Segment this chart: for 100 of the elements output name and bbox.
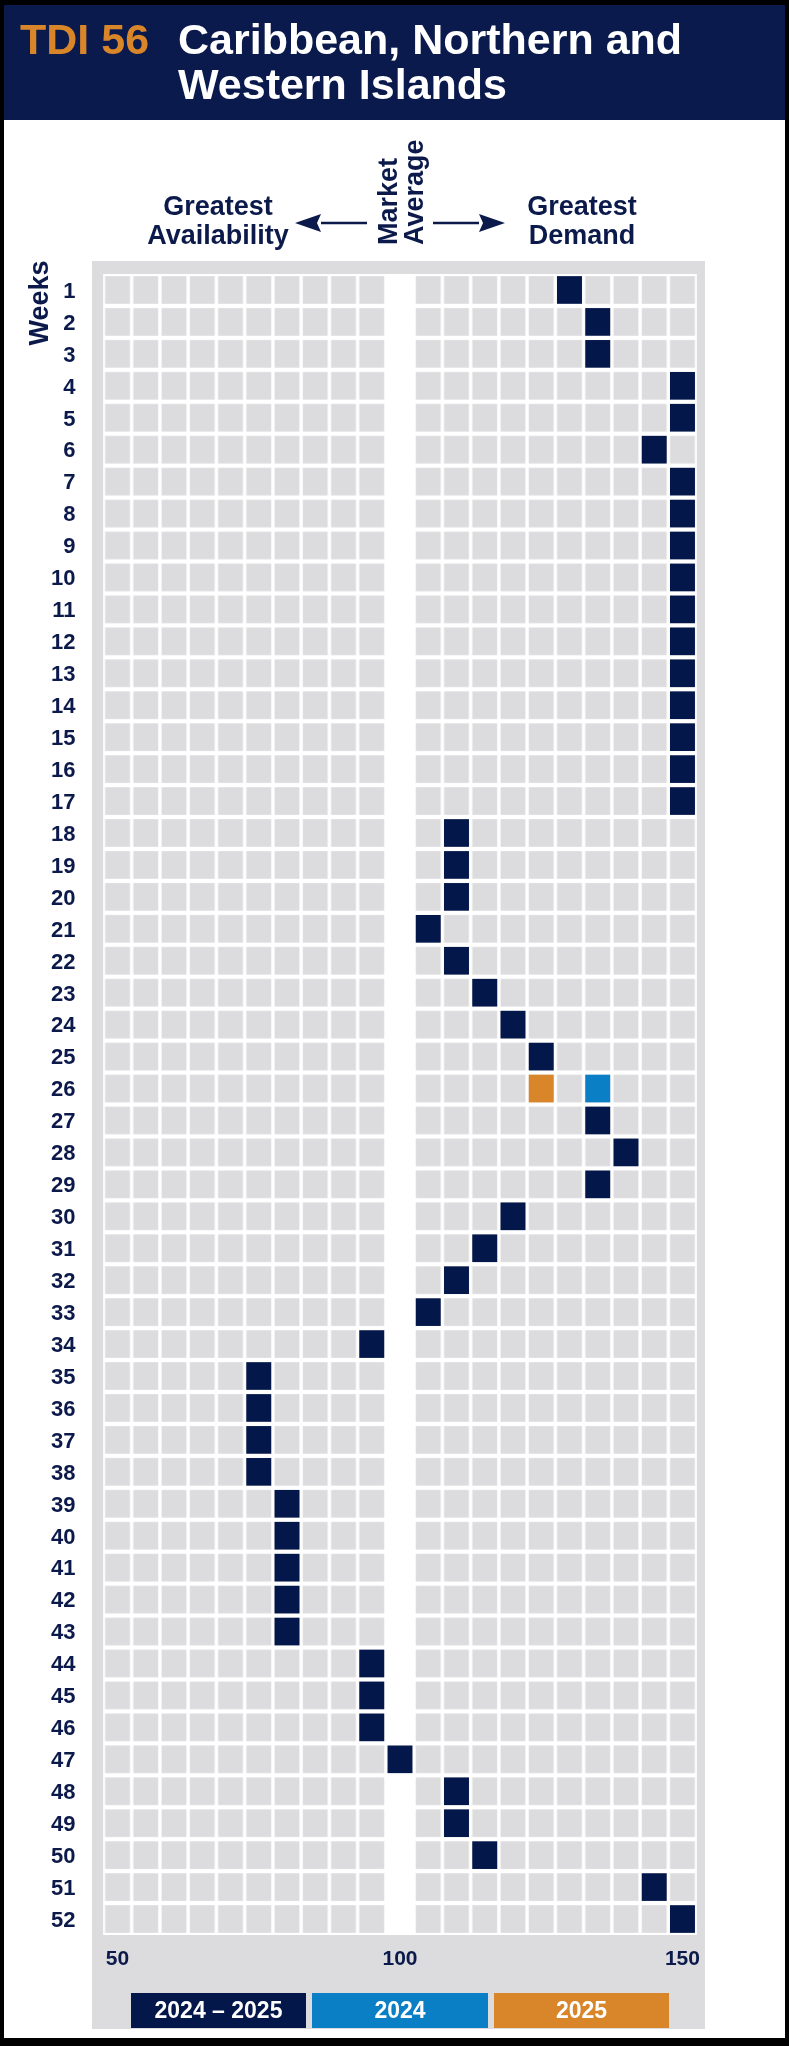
point — [246, 1426, 272, 1454]
y-tick-label: 37 — [50, 1427, 76, 1453]
y-tick-label: 1 — [63, 277, 76, 303]
y-tick-label: 11 — [52, 597, 76, 623]
y-tick-label: 10 — [50, 565, 76, 591]
point — [670, 595, 695, 624]
point — [641, 1873, 667, 1901]
point — [246, 1458, 272, 1486]
y-tick-label: 9 — [63, 533, 76, 559]
point — [444, 1809, 469, 1838]
point — [528, 1074, 554, 1103]
point — [472, 1234, 498, 1263]
text: 2024 – 2025 — [154, 1997, 283, 2024]
text: 2025 — [555, 1997, 608, 2024]
y-tick-label: 15 — [50, 724, 76, 750]
text: Market Average — [372, 139, 429, 245]
y-tick-label: 35 — [50, 1363, 76, 1389]
point — [670, 723, 695, 751]
y-tick-label: 51 — [50, 1874, 76, 1900]
point — [613, 1138, 639, 1167]
point — [670, 787, 695, 815]
point — [670, 403, 695, 432]
point — [670, 1905, 695, 1933]
point — [444, 1777, 469, 1806]
y-tick-label: 32 — [50, 1267, 76, 1293]
x-tick-label: 150 — [664, 1945, 700, 1969]
y-tick-label: 34 — [50, 1331, 77, 1357]
y-tick-label: 5 — [63, 405, 76, 431]
x-tick-label: 100 — [382, 1945, 418, 1969]
point — [415, 915, 441, 943]
point — [444, 851, 469, 879]
point — [585, 1074, 611, 1103]
y-tick-label: 16 — [50, 756, 76, 782]
point — [274, 1489, 300, 1518]
y-tick-label: 48 — [50, 1779, 76, 1805]
point — [274, 1617, 300, 1646]
y-tick-label: 42 — [50, 1587, 76, 1613]
y-tick-label: 7 — [63, 469, 76, 495]
y-tick-label: 12 — [50, 629, 76, 655]
y-tick-label: 52 — [50, 1906, 76, 1932]
point — [359, 1713, 385, 1742]
point — [670, 499, 695, 528]
y-tick-label: 36 — [50, 1395, 76, 1421]
point — [585, 308, 611, 336]
y-tick-label: 4 — [63, 373, 77, 399]
point — [444, 946, 469, 975]
point — [500, 1010, 526, 1039]
y-tick-label: 47 — [50, 1747, 76, 1773]
y-tick-label: 33 — [50, 1299, 76, 1325]
y-tick-label: 39 — [50, 1491, 76, 1517]
point — [670, 627, 695, 656]
y-tick-label: 19 — [50, 852, 76, 878]
point — [670, 531, 695, 560]
y-tick-label: 14 — [50, 693, 77, 719]
y-tick-label: 27 — [50, 1108, 76, 1134]
y-tick-label: 13 — [50, 661, 76, 687]
point — [274, 1553, 300, 1582]
text: Greatest Availability — [146, 191, 290, 250]
y-tick-label: 40 — [50, 1523, 76, 1549]
y-tick-label: 2 — [63, 309, 76, 335]
y-tick-label: 49 — [50, 1811, 76, 1837]
y-tick-label: 50 — [50, 1842, 76, 1868]
point — [444, 883, 469, 911]
point — [444, 819, 469, 847]
y-tick-label: 45 — [50, 1683, 76, 1709]
y-tick-label: 31 — [50, 1236, 76, 1262]
point — [670, 659, 695, 688]
point — [246, 1362, 272, 1390]
point — [585, 1170, 611, 1199]
y-tick-label: 8 — [63, 501, 76, 527]
point — [500, 1202, 526, 1231]
point — [359, 1649, 385, 1678]
point — [444, 1266, 469, 1294]
y-tick-label: 18 — [50, 820, 76, 846]
point — [472, 1841, 498, 1869]
point — [670, 563, 695, 592]
y-tick-label: 22 — [50, 948, 76, 974]
y-tick-label: 30 — [50, 1204, 76, 1230]
point — [359, 1681, 385, 1710]
point — [359, 1330, 385, 1358]
y-axis-title: Weeks — [24, 260, 54, 346]
point — [528, 1042, 554, 1071]
chart-subtitle: Caribbean, Northern and Western Islands — [178, 15, 684, 108]
y-tick-label: 28 — [50, 1140, 76, 1166]
text: Greatest Demand — [526, 191, 638, 250]
y-tick-label: 24 — [50, 1012, 77, 1038]
point — [415, 1298, 441, 1326]
y-tick-label: 20 — [50, 884, 76, 910]
y-tick-label: 43 — [50, 1619, 76, 1645]
point — [641, 435, 667, 464]
y-tick-label: 44 — [50, 1651, 77, 1677]
x-tick-label: 50 — [105, 1945, 130, 1969]
point — [670, 371, 695, 400]
point — [557, 276, 582, 304]
y-tick-label: 25 — [50, 1044, 76, 1070]
point — [585, 1106, 611, 1135]
y-tick-label: 26 — [50, 1076, 76, 1102]
point — [670, 467, 695, 496]
point — [670, 691, 695, 720]
point — [585, 340, 611, 368]
